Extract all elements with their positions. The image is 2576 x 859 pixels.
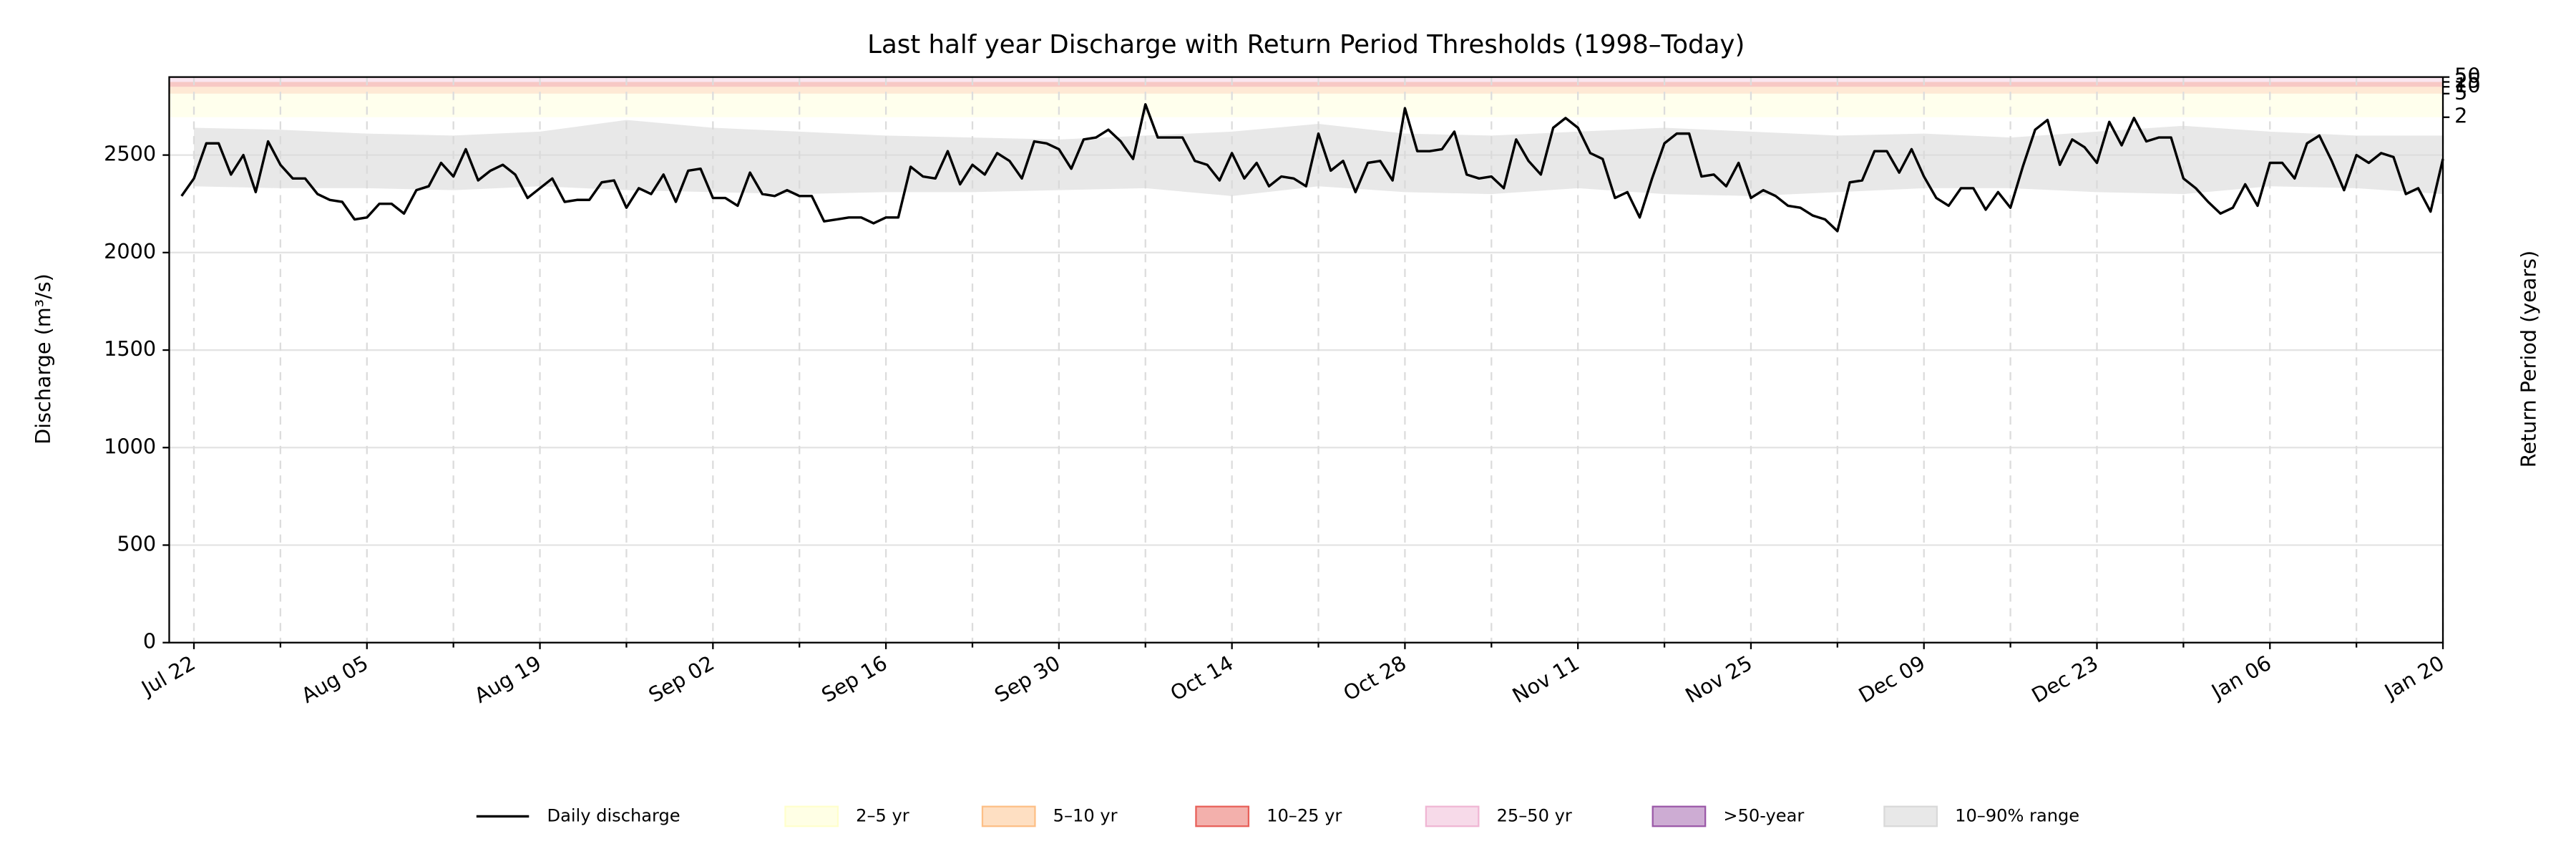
legend-swatch [981, 805, 1036, 828]
y-tick-label: 0 [143, 629, 156, 654]
legend-label: >50-year [1723, 805, 1804, 825]
y2-tick-label: 25 [2454, 68, 2481, 92]
threshold-band [169, 82, 2444, 87]
legend-label: Daily discharge [547, 805, 680, 825]
y2-tick-label: 2 [2454, 104, 2467, 128]
y-tick-label: 2500 [104, 142, 156, 166]
y-tick-label: 1000 [104, 434, 156, 458]
plot-frame [168, 76, 2444, 644]
legend-swatch [784, 805, 839, 828]
legend-label: 10–90% range [1955, 805, 2079, 825]
y-tick-label: 500 [117, 532, 156, 556]
legend: Daily discharge 2–5 yr 5–10 yr 10–25 yr 25–5… [476, 805, 2079, 828]
y2-tick-label: 10 [2454, 73, 2481, 97]
legend-swatch [1652, 805, 1707, 828]
threshold-band [169, 77, 2444, 82]
y2-tick-label: 50 [2454, 64, 2481, 88]
threshold-band [169, 87, 2444, 94]
legend-label: 5–10 yr [1053, 805, 1118, 825]
legend-label: 25–50 yr [1497, 805, 1572, 825]
legend-swatch [1195, 805, 1250, 828]
discharge-line [180, 103, 2444, 233]
y-tick-label: 1500 [104, 336, 156, 361]
legend-label: 2–5 yr [856, 805, 909, 825]
threshold-band [169, 93, 2444, 117]
y-axis-label: Discharge (m³/s) [31, 273, 55, 445]
legend-swatch [1425, 805, 1480, 828]
legend-swatch [1883, 805, 1938, 828]
chart-title: Last half year Discharge with Return Per… [867, 30, 1745, 59]
y2-axis-label: Return Period (years) [2517, 251, 2541, 468]
y-tick-label: 2000 [104, 239, 156, 263]
y2-tick-label: 5 [2454, 80, 2467, 105]
legend-label: 10–25 yr [1267, 805, 1342, 825]
range-band [194, 120, 2444, 196]
